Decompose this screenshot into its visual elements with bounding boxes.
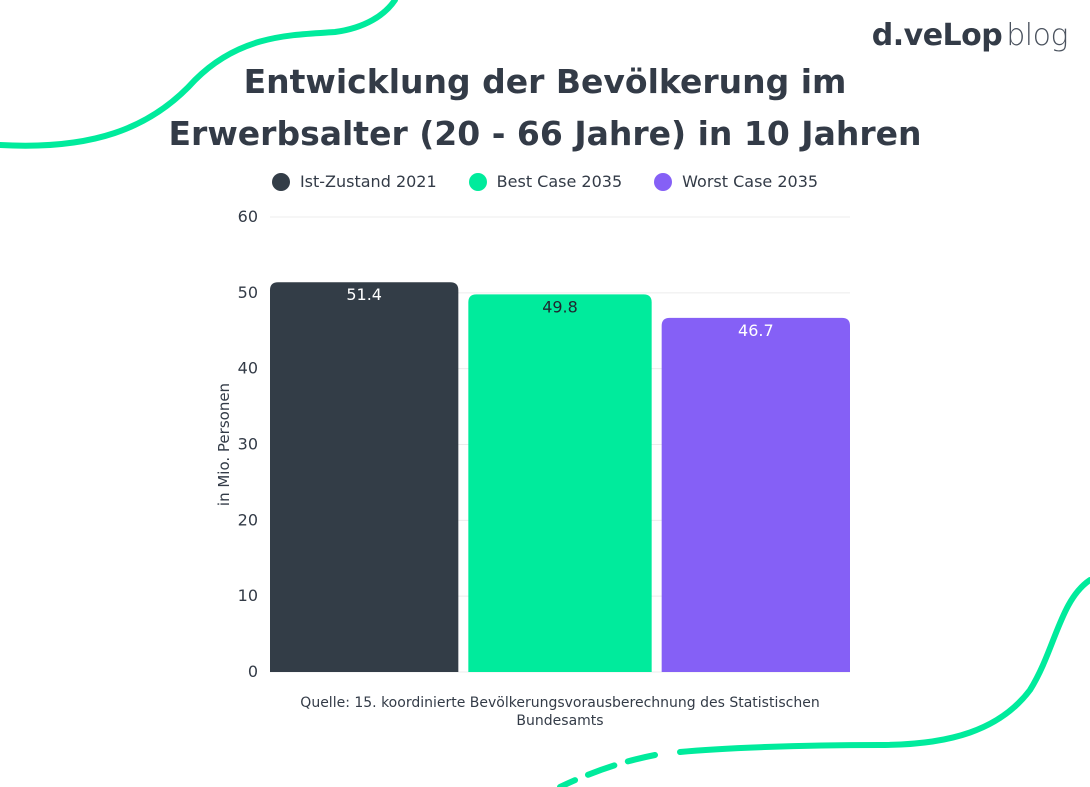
legend-label-ist-zustand: Ist-Zustand 2021 <box>299 172 437 191</box>
bar-1[interactable] <box>270 282 459 672</box>
chart-legend: Ist-Zustand 2021 Best Case 2035 Worst Ca… <box>0 172 1090 191</box>
legend-swatch-best-case <box>468 172 487 191</box>
legend-item-best-case[interactable]: Best Case 2035 <box>468 172 623 191</box>
brand-logo-word: d.veLop <box>871 18 1003 53</box>
chart-title-line-1: Entwicklung der Bevölkerung im <box>243 62 847 101</box>
legend-swatch-ist-zustand <box>271 172 290 191</box>
y-tick-label: 60 <box>238 207 258 226</box>
brand-logo: d.veLop blog <box>871 18 1069 53</box>
bar-3[interactable] <box>661 317 850 672</box>
y-tick-label: 40 <box>238 359 258 378</box>
bar-value-label-2: 49.8 <box>542 297 578 316</box>
legend-label-worst-case: Worst Case 2035 <box>682 172 819 191</box>
legend-label-best-case: Best Case 2035 <box>496 172 623 191</box>
swoosh-bottom-dashed <box>557 752 658 787</box>
chart-title-line-2: Erwerbsalter (20 - 66 Jahre) in 10 Jahre… <box>168 114 922 153</box>
bar-2[interactable] <box>468 294 652 672</box>
chart-source-note: Quelle: 15. koordinierte Bevölkerungsvor… <box>300 695 820 729</box>
y-axis-label: in Mio. Personen <box>215 383 233 506</box>
legend-swatch-worst-case <box>654 172 673 191</box>
y-tick-label: 30 <box>238 435 258 454</box>
legend-item-worst-case[interactable]: Worst Case 2035 <box>654 172 818 191</box>
y-tick-label: 10 <box>238 586 258 605</box>
bar-value-label-1: 51.4 <box>346 285 382 304</box>
brand-logo-suffix: blog <box>1006 18 1068 53</box>
y-tick-label: 20 <box>238 510 258 529</box>
legend-item-ist-zustand[interactable]: Ist-Zustand 2021 <box>271 172 437 191</box>
bar-value-label-3: 46.7 <box>738 321 774 340</box>
swoosh-bottom-right <box>677 577 1090 755</box>
y-tick-label: 50 <box>238 283 258 302</box>
chart-title: Entwicklung der Bevölkerung im Erwerbsal… <box>0 56 1090 160</box>
swoosh-top-left <box>0 0 398 149</box>
y-tick-label: 0 <box>248 662 258 681</box>
